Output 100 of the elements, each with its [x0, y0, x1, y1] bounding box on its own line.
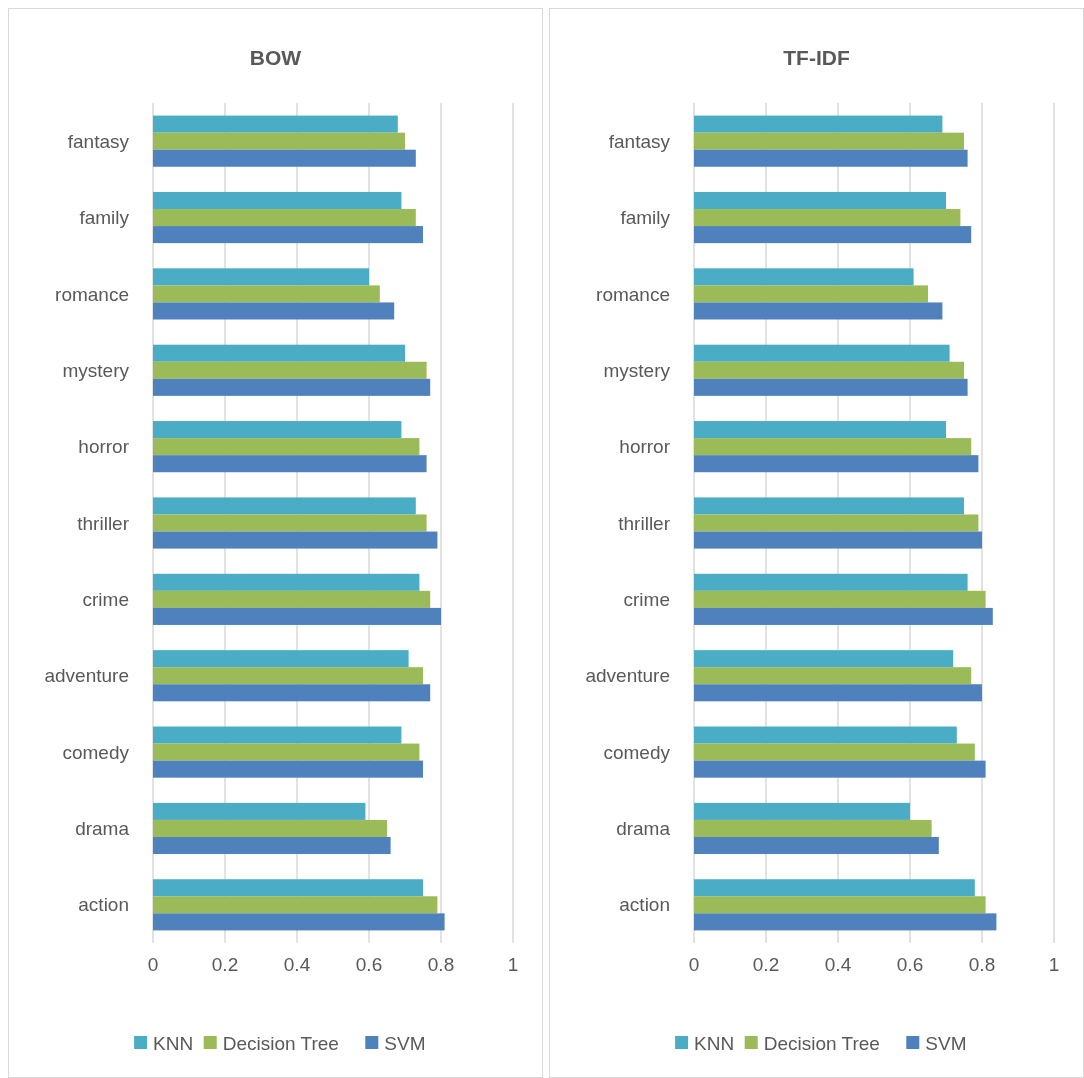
- y-tick-label: fantasy: [608, 130, 671, 152]
- y-tick-label: adventure: [44, 665, 129, 687]
- legend-label: Decision Tree: [763, 1032, 880, 1054]
- bar: [153, 378, 431, 396]
- y-tick-label: family: [79, 207, 130, 229]
- y-tick-label: action: [78, 894, 129, 916]
- bar: [153, 514, 427, 532]
- bar: [694, 743, 975, 761]
- bar: [694, 667, 972, 685]
- y-tick-label: drama: [616, 818, 671, 840]
- bar: [153, 743, 420, 761]
- bar: [694, 226, 972, 244]
- x-tick-label: 0.4: [283, 954, 311, 975]
- x-tick-label: 1: [1048, 954, 1060, 975]
- y-tick-label: crime: [623, 589, 670, 611]
- legend-label: SVM: [384, 1032, 426, 1054]
- x-tick-label: 0.2: [211, 954, 239, 975]
- bar: [153, 573, 420, 591]
- bar: [153, 421, 402, 439]
- bar: [694, 285, 928, 303]
- bar: [153, 802, 366, 820]
- y-tick-label: thriller: [77, 512, 130, 534]
- bar: [153, 149, 416, 167]
- bar: [694, 438, 972, 456]
- x-tick-label: 0.8: [427, 954, 455, 975]
- bar: [694, 421, 946, 439]
- bar: [153, 667, 423, 685]
- bar: [153, 226, 423, 244]
- bar: [153, 836, 391, 855]
- bar: [694, 590, 986, 608]
- bar: [694, 115, 943, 133]
- bar: [153, 879, 423, 897]
- bar: [153, 455, 427, 473]
- bar: [694, 819, 932, 837]
- bar: [694, 760, 986, 778]
- bar: [153, 684, 431, 702]
- bar: [153, 607, 441, 625]
- y-tick-label: comedy: [603, 741, 671, 763]
- x-tick-label: 0: [147, 954, 159, 975]
- bar: [694, 149, 968, 167]
- y-tick-label: comedy: [62, 741, 130, 763]
- legend-label: KNN: [694, 1032, 735, 1054]
- y-tick-label: mystery: [62, 359, 130, 381]
- y-tick-label: adventure: [585, 665, 670, 687]
- bar: [694, 726, 957, 744]
- y-tick-label: horror: [78, 436, 130, 458]
- bar: [153, 344, 405, 362]
- bar: [694, 378, 968, 396]
- bar: [153, 191, 402, 210]
- bar: [694, 514, 979, 532]
- bar: [694, 132, 964, 150]
- bar: [153, 531, 438, 549]
- legend-label: KNN: [153, 1032, 194, 1054]
- bar: [694, 836, 939, 855]
- bar: [153, 268, 369, 286]
- y-tick-label: drama: [75, 818, 130, 840]
- x-tick-label: 0.8: [968, 954, 996, 975]
- bar: [153, 913, 445, 931]
- bar: [153, 896, 438, 914]
- bar: [694, 650, 954, 668]
- y-tick-label: mystery: [603, 359, 671, 381]
- y-tick-label: romance: [55, 283, 129, 305]
- x-tick-label: 1: [507, 954, 519, 975]
- y-tick-label: thriller: [618, 512, 671, 534]
- legend-label: SVM: [925, 1032, 967, 1054]
- y-tick-label: fantasy: [67, 130, 130, 152]
- y-tick-label: crime: [82, 589, 129, 611]
- bar: [694, 302, 943, 320]
- bar: [153, 209, 416, 227]
- y-tick-label: romance: [596, 283, 670, 305]
- bar: [694, 497, 964, 515]
- chart-title: TF-IDF: [783, 46, 850, 69]
- y-tick-label: action: [619, 894, 670, 916]
- bar: [153, 497, 416, 515]
- bar: [694, 455, 979, 473]
- bar: [153, 361, 427, 379]
- bar: [694, 209, 961, 227]
- bar: [694, 896, 986, 914]
- bar: [694, 879, 975, 897]
- bar: [153, 726, 402, 744]
- bar: [153, 760, 423, 778]
- chart-title: BOW: [249, 46, 302, 69]
- x-tick-label: 0.2: [752, 954, 780, 975]
- bar: [153, 819, 387, 837]
- bar: [694, 802, 910, 820]
- bar: [694, 361, 964, 379]
- x-tick-label: 0.4: [824, 954, 852, 975]
- bar: [694, 531, 982, 549]
- bar: [153, 115, 398, 133]
- y-tick-label: horror: [619, 436, 671, 458]
- x-tick-label: 0.6: [896, 954, 924, 975]
- x-tick-label: 0.6: [355, 954, 383, 975]
- bar: [153, 285, 380, 303]
- bar: [694, 684, 982, 702]
- bar: [153, 132, 405, 150]
- bar: [153, 590, 431, 608]
- y-tick-label: family: [620, 207, 671, 229]
- bar: [694, 573, 968, 591]
- bar: [694, 268, 914, 286]
- x-tick-label: 0: [688, 954, 700, 975]
